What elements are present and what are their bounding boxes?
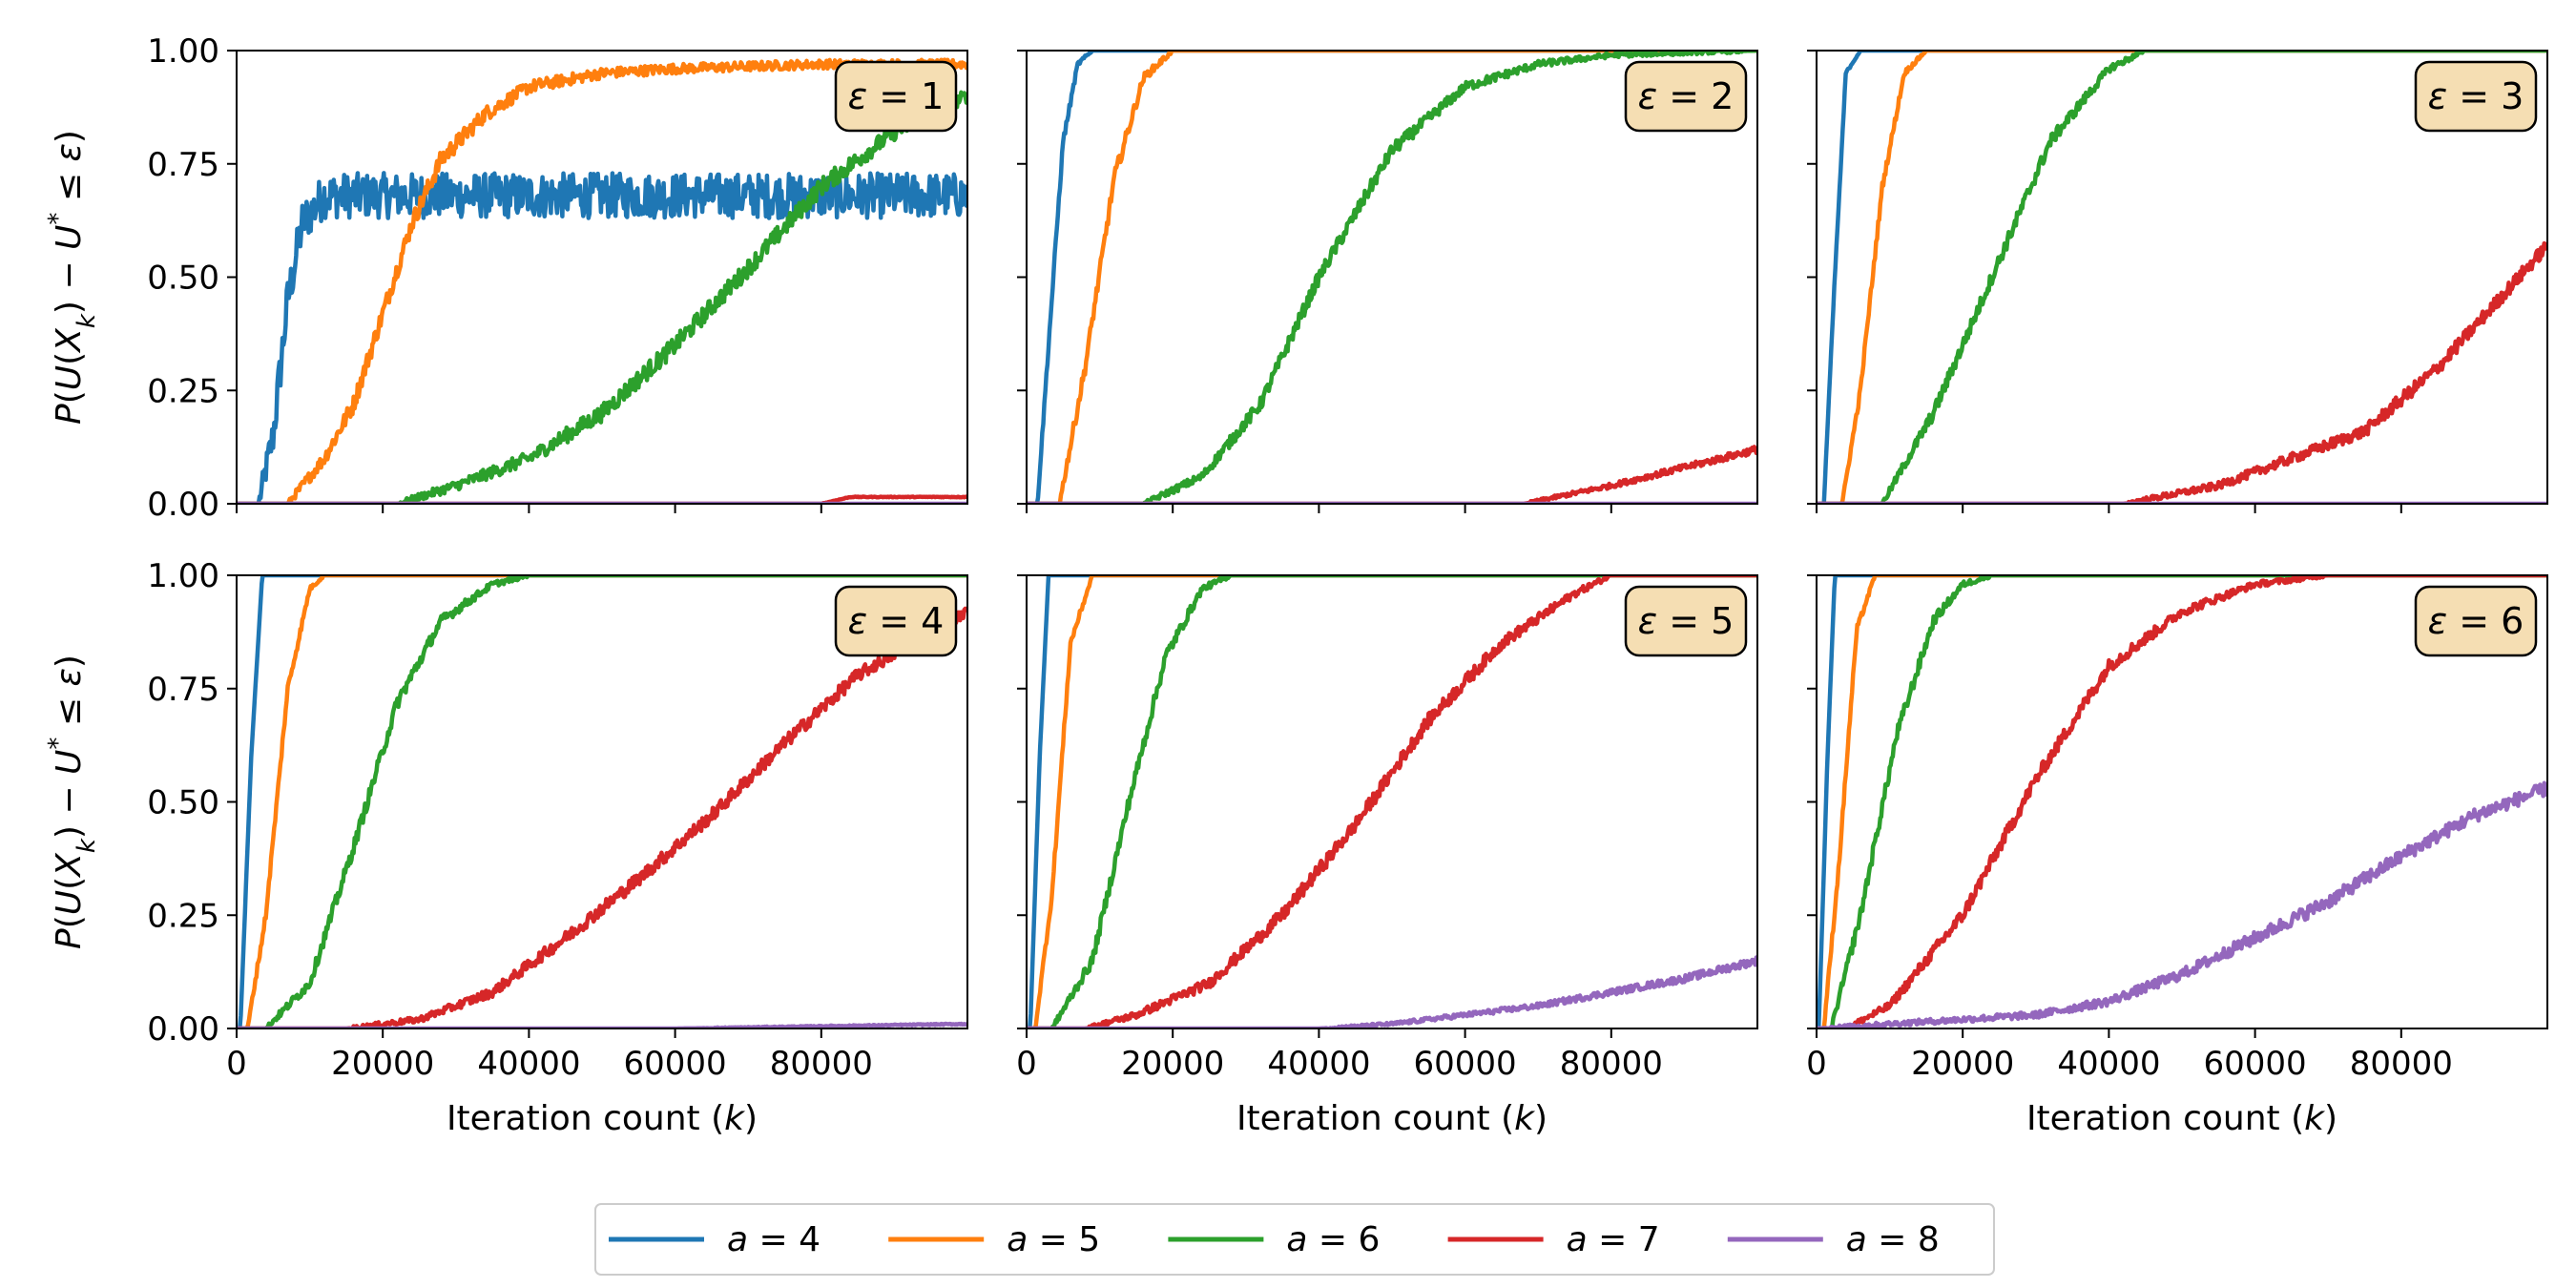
series-line-a-6 (1817, 51, 2547, 504)
subplot-5: 0 20000 40000 60000 80000 ε = 5 Iteration coun… (1016, 574, 1758, 1138)
series-line-a-7 (237, 494, 967, 504)
series-group (1027, 575, 1757, 1028)
subplot-4: 0 20000 40000 60000 80000 0.00 0.25 0.50 0.75 1.0… (44, 557, 968, 1138)
x-tick-label: 80000 (1560, 1045, 1663, 1083)
series-group (1817, 51, 2547, 504)
y-tick-label: 0.50 (147, 260, 219, 298)
y-tick-label: 0.75 (147, 146, 219, 184)
x-tick-label: 20000 (1911, 1045, 2014, 1083)
y-axis-label: P(U(Xk) − U* ≤ ε) (44, 130, 101, 425)
epsilon-badge-label: ε = 2 (1638, 75, 1735, 117)
x-tick-label: 40000 (1267, 1045, 1370, 1083)
epsilon-badge-label: ε = 1 (848, 75, 945, 117)
epsilon-badge (2414, 585, 2538, 657)
subplot-3: ε = 3 (1807, 50, 2548, 513)
series-group (1817, 575, 2547, 1028)
epsilon-badge (834, 60, 958, 133)
legend-label: a = 6 (1286, 1220, 1380, 1259)
epsilon-badge-label: ε = 4 (848, 600, 945, 642)
y-tick-label: 0.50 (147, 784, 219, 822)
series-line-a-6 (1027, 575, 1757, 1028)
series-line-a-7 (1817, 575, 2547, 1028)
legend-label: a = 7 (1567, 1220, 1660, 1259)
x-tick-label: 80000 (770, 1045, 873, 1083)
x-tick-label: 0 (1806, 1045, 1827, 1083)
y-tick-label: 0.00 (147, 486, 219, 524)
epsilon-badge (1624, 60, 1748, 133)
series-line-a-7 (237, 606, 967, 1028)
y-tick-label: 0.25 (147, 372, 219, 410)
series-line-a-6 (1817, 575, 2547, 1028)
x-tick-label: 20000 (1121, 1045, 1224, 1083)
y-axis-label: P(U(Xk) − U* ≤ ε) (44, 654, 101, 949)
x-axis-label: Iteration count (k) (447, 1099, 758, 1138)
x-tick-label: 60000 (624, 1045, 727, 1083)
epsilon-badge (2414, 60, 2538, 133)
x-tick-label: 60000 (2204, 1045, 2307, 1083)
epsilon-badge (834, 585, 958, 657)
x-tick-label: 20000 (331, 1045, 434, 1083)
series-line-a-7 (1817, 240, 2547, 504)
legend-label: a = 8 (1846, 1220, 1940, 1259)
subplot-1: 0.00 0.25 0.50 0.75 1.00 ε = 1 P(U(Xk) − U* ≤ … (44, 32, 968, 524)
series-line-a-8 (1027, 955, 1757, 1028)
y-tick-label: 0.75 (147, 671, 219, 709)
series-line-a-5 (1027, 51, 1757, 504)
series-line-a-6 (237, 90, 967, 504)
x-tick-label: 40000 (2057, 1045, 2160, 1083)
series-line-a-7 (1027, 575, 1757, 1028)
y-tick-label: 1.00 (147, 32, 219, 71)
x-tick-label: 0 (1016, 1045, 1037, 1083)
x-tick-label: 80000 (2350, 1045, 2453, 1083)
epsilon-badge-label: ε = 6 (2428, 600, 2524, 642)
series-line-a-8 (237, 1021, 967, 1028)
x-tick-label: 40000 (477, 1045, 580, 1083)
subplot-2: ε = 2 (1017, 50, 1758, 513)
series-line-a-7 (1027, 445, 1757, 504)
epsilon-badge-label: ε = 5 (1638, 600, 1735, 642)
x-axis-label: Iteration count (k) (1236, 1099, 1548, 1138)
series-group (1027, 51, 1757, 504)
legend-label: a = 4 (727, 1220, 821, 1259)
x-tick-label: 0 (226, 1045, 247, 1083)
legend: a = 4 a = 5 a = 6 a = 7 a = 8 (594, 1203, 1995, 1276)
y-tick-label: 0.25 (147, 897, 219, 935)
legend-box (594, 1203, 1995, 1276)
subplot-6: 0 20000 40000 60000 80000 ε = 6 Iteration coun… (1806, 574, 2548, 1138)
series-line-a-8 (1817, 780, 2547, 1028)
x-axis-label: Iteration count (k) (2026, 1099, 2337, 1138)
epsilon-badge-label: ε = 3 (2428, 75, 2524, 117)
y-tick-label: 0.00 (147, 1010, 219, 1049)
x-tick-label: 60000 (1414, 1045, 1517, 1083)
y-tick-label: 1.00 (147, 557, 219, 595)
legend-label: a = 5 (1007, 1220, 1100, 1259)
series-line-a-4 (237, 171, 967, 504)
series-line-a-6 (237, 575, 967, 1028)
epsilon-badge (1624, 585, 1748, 657)
